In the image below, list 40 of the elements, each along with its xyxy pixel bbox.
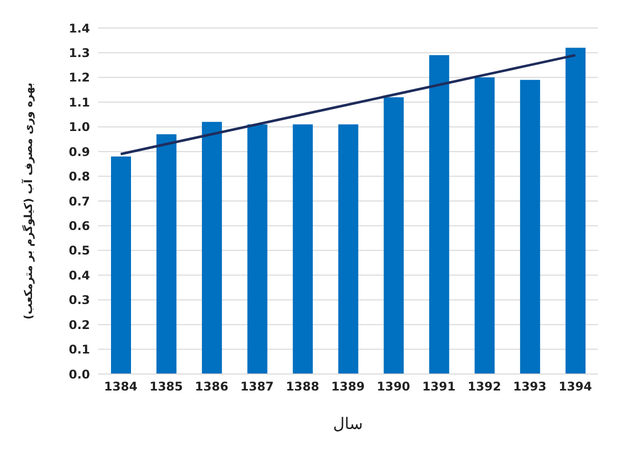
x-tick-label: 1393	[513, 380, 547, 394]
bar	[384, 97, 404, 374]
y-tick-label: 0.9	[68, 144, 90, 159]
x-tick-label: 1390	[376, 380, 410, 394]
x-tick-label: 1391	[422, 380, 456, 394]
bar	[429, 55, 450, 374]
y-tick-label: 0.0	[68, 367, 90, 382]
y-tick-label: 0.1	[68, 342, 90, 357]
y-tick-label: 0.3	[68, 293, 90, 308]
x-tick-label: 1394	[558, 380, 592, 394]
x-axis-title: سال	[333, 414, 363, 433]
x-tick-label: 1385	[149, 380, 183, 394]
bar	[202, 122, 222, 374]
bar	[566, 48, 586, 374]
bar	[156, 134, 176, 374]
x-tick-label: 1387	[240, 380, 274, 394]
bar	[292, 124, 313, 374]
line-series	[119, 54, 577, 156]
bar	[520, 80, 540, 374]
y-tick-label: 0.8	[68, 170, 90, 184]
x-tick-label: 1388	[286, 380, 320, 394]
y-tick-label: 1.3	[68, 46, 90, 60]
y-tick-label: 0.7	[68, 194, 90, 208]
y-tick-label: 0.6	[68, 218, 90, 233]
bar	[111, 156, 131, 374]
y-tick-label: 0.2	[68, 318, 90, 332]
y-tick-label: 0.4	[68, 268, 90, 282]
bar	[338, 124, 358, 374]
y-tick-label: 1.2	[68, 70, 90, 85]
y-axis-title: بهره وری مصرف آب (کیلوگرم بر مترمکعب)	[20, 82, 35, 320]
y-tick-label: 1.0	[68, 120, 90, 134]
x-tick-label: 1384	[104, 380, 138, 394]
x-tick-label: 1386	[194, 380, 228, 394]
x-tick-label: 1389	[331, 380, 365, 394]
x-tick-label: 1392	[468, 380, 502, 394]
y-tick-label: 1.1	[68, 95, 90, 110]
bar	[474, 77, 495, 374]
y-tick-label: 1.4	[68, 21, 90, 36]
y-tick-label: 0.5	[68, 244, 90, 258]
bar	[247, 124, 268, 374]
